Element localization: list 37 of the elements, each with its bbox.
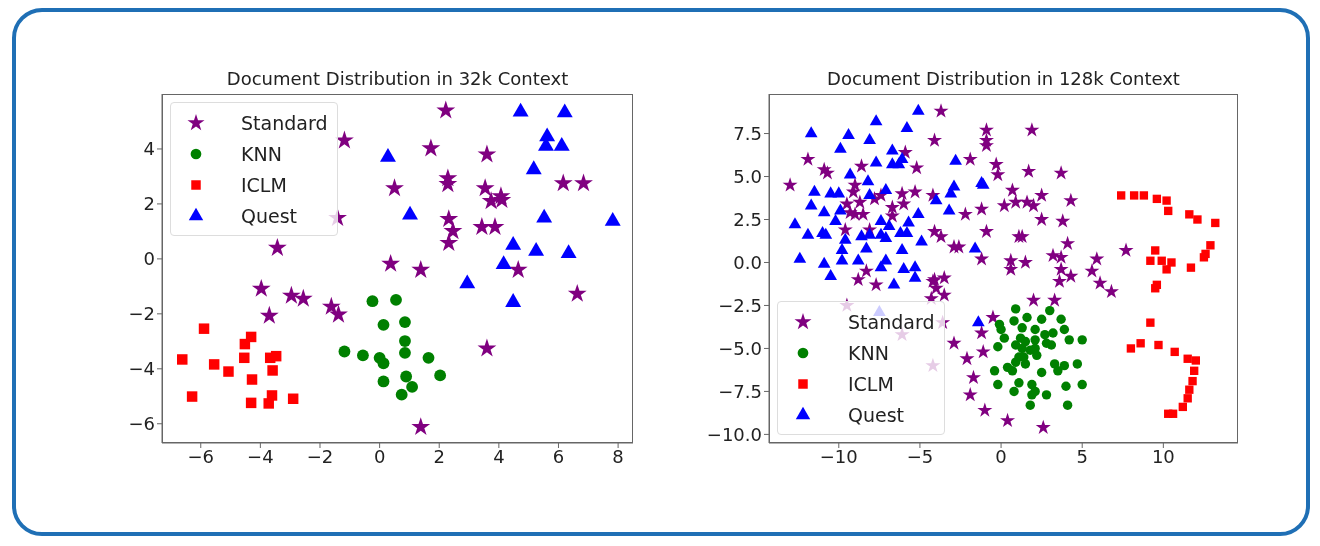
y-tick-label: 2.5 <box>733 208 762 230</box>
y-tick-label: −2.5 <box>718 294 762 316</box>
y-tick-label: −4 <box>128 358 155 380</box>
y-tick-label: −10.0 <box>706 423 762 445</box>
y-tick-label: 7.5 <box>733 122 762 144</box>
x-tick-label: 0 <box>995 445 1007 467</box>
x-tick-label: −10 <box>819 445 858 467</box>
legend-label: Quest <box>848 403 905 426</box>
x-tick-label: −5 <box>906 445 934 467</box>
legend-label: Quest <box>241 204 298 227</box>
y-tick-label: −2 <box>128 303 155 325</box>
x-tick-label: 2 <box>433 445 445 467</box>
y-tick-label: −7.5 <box>718 380 762 402</box>
y-tick-label: 0.0 <box>733 251 762 273</box>
x-tick-label: 4 <box>493 445 505 467</box>
legend-label: ICLM <box>848 372 894 395</box>
legend-label: KNN <box>848 341 889 364</box>
x-tick-label: 10 <box>1151 445 1175 467</box>
legend-label: ICLM <box>241 173 287 196</box>
chart-title: Document Distribution in 32k Context <box>225 68 570 89</box>
x-tick-label: 8 <box>612 445 624 467</box>
x-tick-label: 0 <box>373 445 386 467</box>
x-tick-label: 6 <box>552 445 565 467</box>
y-tick-label: −5.0 <box>718 337 762 359</box>
y-tick-label: 0 <box>143 248 155 270</box>
x-tick-label: −6 <box>187 445 215 467</box>
legend-label: Standard <box>241 111 328 134</box>
y-tick-label: 5.0 <box>733 165 762 187</box>
legend-label: Standard <box>848 310 935 333</box>
y-tick-label: 2 <box>143 193 155 215</box>
x-tick-label: −4 <box>247 445 274 467</box>
chart-title: Document Distribution in 128k Context <box>826 68 1181 89</box>
x-tick-label: −2 <box>306 445 334 467</box>
legend-label: KNN <box>241 142 282 165</box>
y-tick-label: 4 <box>143 138 155 160</box>
y-tick-label: −6 <box>128 413 155 435</box>
x-tick-label: 5 <box>1076 445 1088 467</box>
